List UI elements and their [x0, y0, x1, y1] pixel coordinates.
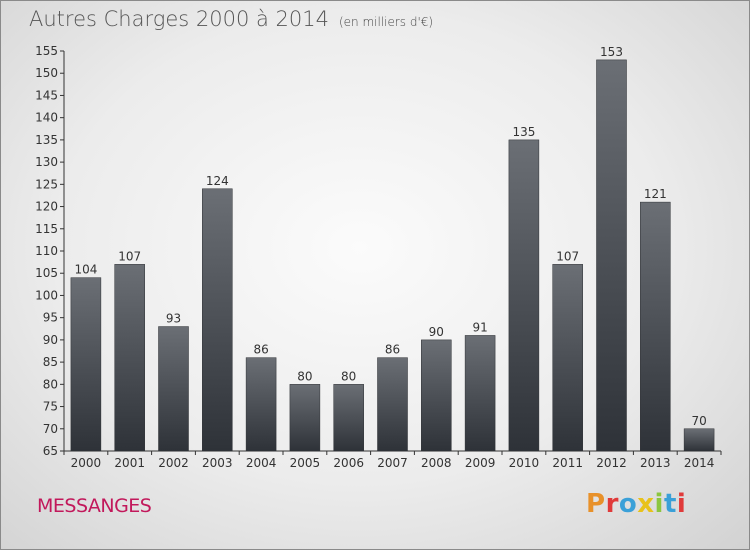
- bar: [552, 264, 583, 452]
- y-tick-label: 120: [35, 200, 58, 214]
- y-tick-label: 100: [35, 288, 58, 302]
- bar: [596, 59, 627, 452]
- y-tick-label: 65: [43, 444, 58, 458]
- y-tick-label: 105: [35, 266, 58, 280]
- bar: [683, 428, 715, 452]
- y-tick-label: 90: [43, 333, 58, 347]
- data-label: 121: [644, 187, 667, 201]
- x-tick-label: 2010: [509, 456, 540, 470]
- bar: [464, 335, 496, 452]
- y-tick-label: 75: [43, 400, 58, 414]
- bar: [508, 139, 540, 452]
- x-tick-label: 2009: [465, 456, 496, 470]
- bar: [70, 277, 102, 452]
- x-tick-label: 2008: [421, 456, 452, 470]
- chart-subtitle: (en milliers d'€): [338, 15, 434, 29]
- data-label: 86: [385, 343, 400, 357]
- data-label: 91: [472, 320, 487, 334]
- bar: [421, 339, 452, 452]
- y-tick-label: 150: [35, 66, 58, 80]
- proxiti-logo: Proxiti: [586, 489, 686, 519]
- y-tick-label: 145: [35, 88, 58, 102]
- bar: [245, 357, 277, 452]
- data-label: 107: [556, 249, 579, 263]
- bar: [640, 201, 671, 452]
- y-tick-label: 115: [35, 222, 58, 236]
- data-label: 86: [253, 343, 268, 357]
- data-label: 80: [341, 369, 356, 383]
- logo-letter: t: [663, 489, 677, 519]
- x-tick-label: 2007: [377, 456, 408, 470]
- x-tick-label: 2002: [158, 456, 189, 470]
- x-tick-label: 2012: [596, 456, 627, 470]
- x-tick-label: 2000: [71, 456, 102, 470]
- logo-letter: i: [676, 489, 687, 519]
- x-tick-label: 2005: [290, 456, 321, 470]
- chart-title-text: Autres Charges 2000 à 2014: [29, 7, 329, 31]
- y-tick-label: 135: [35, 133, 58, 147]
- x-tick-label: 2014: [684, 456, 715, 470]
- data-label: 70: [691, 414, 706, 428]
- x-tick-label: 2004: [246, 456, 277, 470]
- logo-letter: x: [637, 489, 655, 519]
- y-tick-label: 85: [43, 355, 58, 369]
- bar: [158, 326, 189, 452]
- data-label: 124: [206, 174, 229, 188]
- y-tick-label: 110: [35, 244, 58, 258]
- y-tick-label: 80: [43, 377, 58, 391]
- x-tick-label: 2001: [114, 456, 145, 470]
- x-tick-label: 2003: [202, 456, 233, 470]
- logo-letter: o: [618, 489, 638, 519]
- y-tick-label: 70: [43, 422, 58, 436]
- city-name: MESSANGES: [37, 495, 152, 517]
- chart-title: Autres Charges 2000 à 2014 (en milliers d…: [29, 7, 433, 31]
- data-label: 80: [297, 369, 312, 383]
- logo-letter: P: [586, 489, 606, 519]
- bar: [114, 264, 145, 452]
- bar: [333, 384, 364, 452]
- logo-letter: r: [605, 489, 619, 519]
- data-label: 107: [118, 249, 141, 263]
- data-label: 153: [600, 45, 623, 59]
- y-tick-label: 155: [35, 44, 58, 58]
- x-tick-label: 2006: [333, 456, 364, 470]
- data-label: 104: [74, 263, 97, 277]
- logo-letter: i: [654, 489, 664, 519]
- y-tick-label: 125: [35, 177, 58, 191]
- bar: [377, 357, 408, 452]
- x-tick-label: 2013: [640, 456, 671, 470]
- bar: [289, 384, 321, 452]
- data-label: 90: [429, 325, 444, 339]
- x-tick-label: 2011: [552, 456, 583, 470]
- data-label: 93: [166, 312, 181, 326]
- data-label: 135: [512, 125, 535, 139]
- y-tick-label: 95: [43, 311, 58, 325]
- y-tick-label: 140: [35, 111, 58, 125]
- y-tick-label: 130: [35, 155, 58, 169]
- bar: [202, 188, 233, 452]
